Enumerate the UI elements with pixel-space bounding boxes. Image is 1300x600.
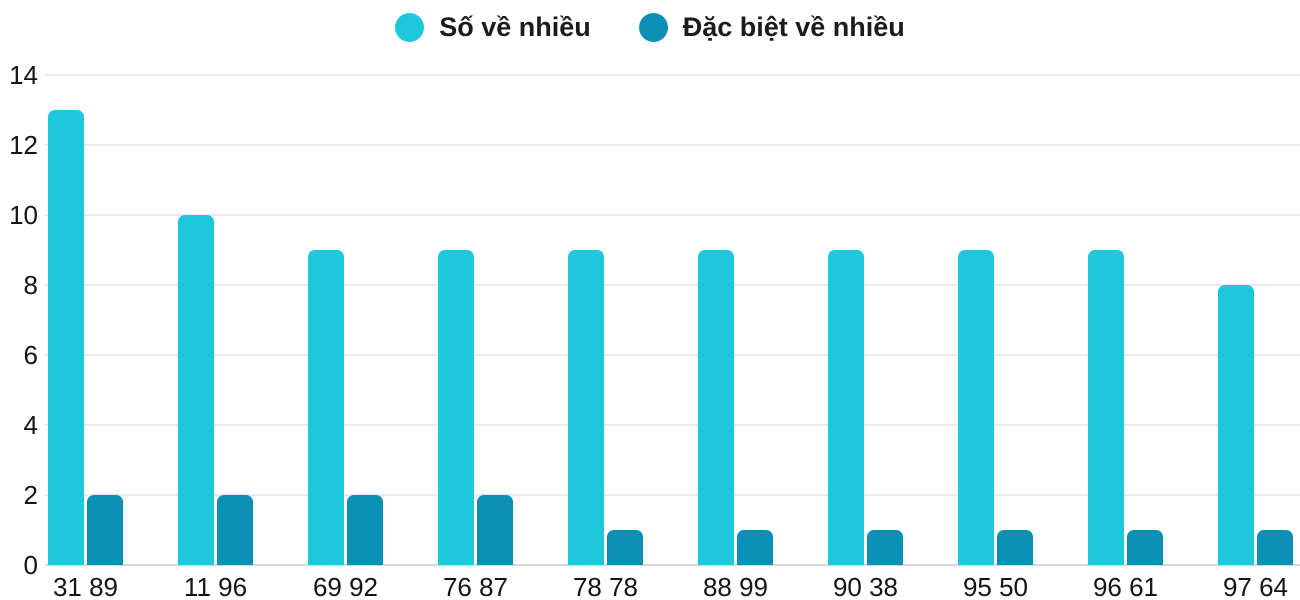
bar-group	[178, 75, 253, 565]
bar-series-1[interactable]	[997, 530, 1033, 565]
legend-item-1[interactable]: Đặc biệt về nhiều	[638, 11, 905, 42]
bar-series-0[interactable]	[1218, 285, 1254, 565]
legend-item-0[interactable]: Số về nhiều	[395, 11, 591, 42]
bar-group	[958, 75, 1033, 565]
bar-series-1[interactable]	[87, 495, 123, 565]
x-category-label: 78 78	[572, 572, 639, 600]
bar-series-1[interactable]	[867, 530, 903, 565]
y-tick-label: 12	[9, 130, 38, 160]
bar-series-1[interactable]	[737, 530, 773, 565]
gridline	[45, 494, 1300, 496]
bar-series-0[interactable]	[308, 250, 344, 565]
bar-group	[1218, 75, 1293, 565]
bar-series-1[interactable]	[1257, 530, 1293, 565]
bar-series-0[interactable]	[1088, 250, 1124, 565]
gridline	[45, 214, 1300, 216]
legend-label: Số về nhiều	[439, 11, 591, 42]
x-category-label: 90 38	[832, 572, 899, 600]
x-category-label: 11 96	[183, 572, 248, 600]
bar-group	[828, 75, 903, 565]
bar-series-1[interactable]	[477, 495, 513, 565]
legend-label: Đặc biệt về nhiều	[682, 11, 905, 42]
y-tick-label: 8	[23, 270, 38, 300]
bar-group	[308, 75, 383, 565]
legend-dot-icon	[638, 12, 668, 42]
bar-series-0[interactable]	[48, 110, 84, 565]
x-axis-baseline	[45, 564, 1300, 566]
y-tick-label: 10	[9, 200, 38, 230]
legend-dot-icon	[395, 12, 425, 42]
plot-area	[45, 74, 1300, 566]
bar-series-0[interactable]	[438, 250, 474, 565]
bar-group	[1088, 75, 1163, 565]
bar-series-0[interactable]	[828, 250, 864, 565]
y-tick-label: 0	[23, 550, 38, 580]
x-category-label: 69 92	[312, 572, 379, 600]
bar-series-0[interactable]	[568, 250, 604, 565]
gridline	[45, 354, 1300, 356]
x-category-label: 31 89	[52, 572, 119, 600]
y-tick-label: 14	[9, 60, 38, 90]
gridline	[45, 424, 1300, 426]
bar-series-0[interactable]	[958, 250, 994, 565]
x-category-label: 88 99	[702, 572, 769, 600]
bar-group	[438, 75, 513, 565]
x-category-label: 95 50	[962, 572, 1029, 600]
chart-legend: Số về nhiều Đặc biệt về nhiều	[0, 8, 1300, 46]
bar-series-1[interactable]	[607, 530, 643, 565]
gridline	[45, 284, 1300, 286]
bar-group	[48, 75, 123, 565]
x-category-label: 97 64	[1222, 572, 1289, 600]
x-category-label: 96 61	[1092, 572, 1159, 600]
bar-group	[698, 75, 773, 565]
x-category-label: 76 87	[442, 572, 509, 600]
bar-series-1[interactable]	[347, 495, 383, 565]
bar-series-0[interactable]	[178, 215, 214, 565]
gridline	[45, 144, 1300, 146]
bar-group	[568, 75, 643, 565]
gridline	[45, 74, 1300, 76]
bar-series-1[interactable]	[217, 495, 253, 565]
bar-series-0[interactable]	[698, 250, 734, 565]
y-tick-label: 4	[23, 410, 38, 440]
y-tick-label: 2	[23, 480, 38, 510]
bar-series-1[interactable]	[1127, 530, 1163, 565]
y-tick-label: 6	[23, 340, 38, 370]
